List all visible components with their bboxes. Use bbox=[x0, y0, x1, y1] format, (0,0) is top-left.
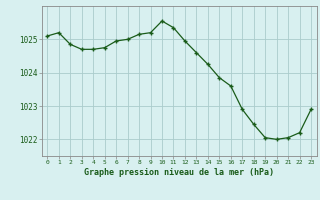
X-axis label: Graphe pression niveau de la mer (hPa): Graphe pression niveau de la mer (hPa) bbox=[84, 168, 274, 177]
